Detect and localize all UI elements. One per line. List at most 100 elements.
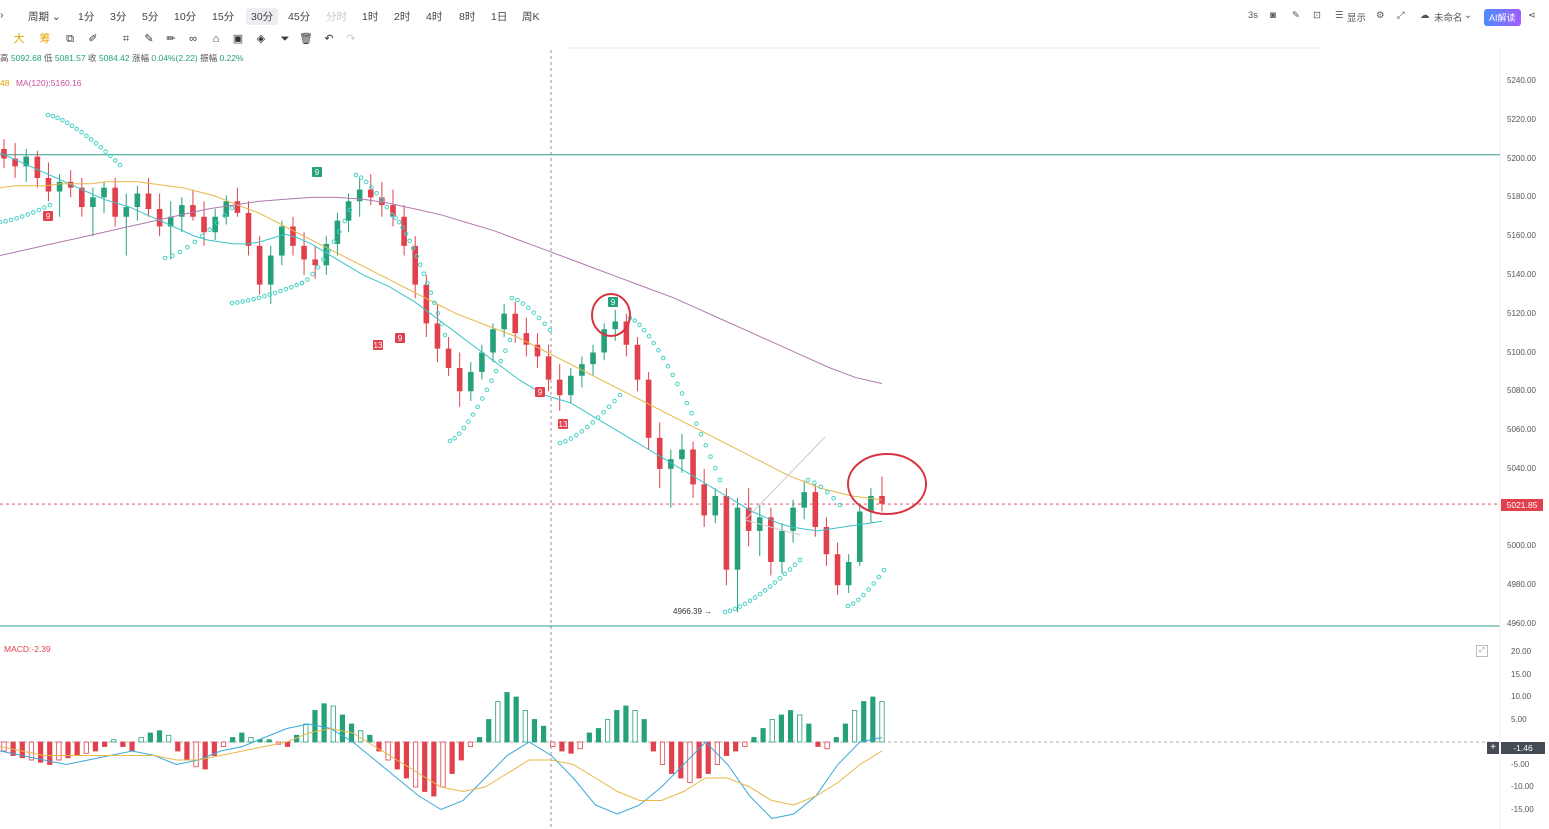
- candle: [56, 181, 63, 192]
- sar-dot: [547, 327, 553, 333]
- display-button[interactable]: 显示: [1347, 13, 1367, 24]
- macd-bar: [476, 737, 483, 743]
- lock-icon[interactable]: ⌂: [212, 33, 220, 45]
- plus-icon[interactable]: +: [1487, 742, 1499, 754]
- filter-icon[interactable]: ⏷: [280, 33, 290, 45]
- tag-icon[interactable]: ◈: [256, 33, 266, 45]
- chevron-down-icon[interactable]: ⌄: [49, 11, 61, 23]
- cloud-icon[interactable]: ☁: [1420, 10, 1430, 21]
- candle: [801, 492, 808, 508]
- chevron-down-icon[interactable]: ⌄: [1464, 10, 1472, 21]
- settings-icon[interactable]: ⚙: [1376, 10, 1385, 21]
- macd-bar: [504, 692, 510, 743]
- macd-bar: [696, 741, 702, 779]
- path-icon[interactable]: ∞: [189, 33, 197, 45]
- sar-dot: [632, 318, 638, 323]
- period-2h[interactable]: 2时: [394, 11, 411, 23]
- trash-icon[interactable]: 🗑: [299, 33, 313, 45]
- sar-dot: [389, 212, 395, 218]
- display-menu-icon[interactable]: ☰: [1335, 10, 1344, 21]
- macd-bar: [1, 741, 7, 752]
- sar-dot: [393, 215, 398, 221]
- candle: [301, 245, 307, 260]
- period-5m[interactable]: 5分: [142, 11, 159, 23]
- sar-dot: [675, 381, 680, 387]
- td-marker: [373, 340, 383, 350]
- sar-dot: [36, 207, 42, 213]
- macd-bar: [28, 741, 35, 761]
- chevron-left-icon[interactable]: ›: [0, 9, 4, 21]
- macd-bar: [614, 710, 620, 743]
- macd-bar: [348, 723, 355, 743]
- share-icon[interactable]: ⋖: [1528, 10, 1536, 21]
- bookmark-icon[interactable]: ⊡: [1313, 10, 1321, 21]
- price-tick-label: 5240.00: [1507, 76, 1536, 85]
- sar-dot: [229, 205, 235, 211]
- candle: [156, 208, 163, 227]
- macd-bar: [129, 741, 135, 752]
- sar-dot: [389, 212, 395, 218]
- candle: [501, 313, 507, 330]
- pen-icon[interactable]: ✎: [144, 33, 154, 45]
- candle: [23, 156, 30, 167]
- sar-dot: [470, 412, 476, 417]
- fullscreen-icon[interactable]: ⤢: [1397, 10, 1405, 21]
- candle: [123, 207, 130, 217]
- pencil-icon[interactable]: ✎: [1292, 10, 1300, 21]
- macd-bar: [559, 741, 565, 752]
- sar-dot: [881, 567, 887, 573]
- undo-icon[interactable]: ↶: [324, 33, 334, 45]
- brush-icon[interactable]: ✏: [166, 33, 176, 45]
- period-30m[interactable]: 30分: [246, 8, 279, 25]
- indicator-icon[interactable]: ⧉: [66, 33, 74, 45]
- candle: [756, 517, 763, 531]
- macd-bar: [394, 741, 400, 770]
- ai-interpret-button[interactable]: AI解读: [1484, 9, 1521, 26]
- period-1d[interactable]: 1日: [491, 11, 508, 23]
- crop-icon[interactable]: ⌗: [122, 33, 130, 45]
- expand-icon[interactable]: ⤢: [1476, 645, 1488, 657]
- layout-name[interactable]: 未命名: [1434, 13, 1463, 24]
- sar-dot: [403, 231, 409, 237]
- ma120-value: MA(120):5160.16: [15, 78, 82, 88]
- ma-fast-line: [0, 152, 883, 532]
- chou-button[interactable]: 筹: [39, 33, 51, 45]
- magic-icon[interactable]: ✐: [88, 33, 98, 45]
- sar-dot: [69, 123, 75, 129]
- period-8h[interactable]: 8时: [459, 11, 476, 23]
- period-dropdown[interactable]: 周期 ⌄: [28, 11, 61, 23]
- price-tick-label: 5140.00: [1507, 269, 1536, 279]
- candle: [879, 496, 885, 504]
- da-button[interactable]: 大: [13, 33, 25, 45]
- macd-bar: [760, 728, 766, 743]
- period-15m[interactable]: 15分: [212, 11, 235, 23]
- macd-bar: [851, 710, 858, 743]
- period-4h[interactable]: 4时: [426, 11, 443, 23]
- candle: [45, 177, 52, 192]
- sar-dot: [363, 179, 369, 185]
- macd-tick-label: -10.00: [1511, 782, 1534, 791]
- period-1m[interactable]: 1分: [78, 11, 95, 23]
- sar-dot: [400, 225, 405, 230]
- td-marker: [43, 211, 53, 221]
- period-10m[interactable]: 10分: [174, 11, 197, 23]
- macd-bar: [102, 741, 108, 747]
- trend-line: [744, 436, 826, 521]
- macd-bar: [193, 741, 199, 768]
- amplitude-label: 振幅: [200, 53, 218, 63]
- sar-dot: [199, 233, 205, 239]
- note-icon[interactable]: ▣: [232, 33, 244, 45]
- camera-icon[interactable]: ◙: [1270, 10, 1276, 21]
- period-3m[interactable]: 3分: [110, 11, 127, 23]
- macd-bar: [330, 705, 336, 743]
- macd-bar: [714, 741, 720, 765]
- period-intraday[interactable]: 分时: [326, 11, 347, 23]
- period-1h[interactable]: 1时: [362, 11, 379, 23]
- refresh-interval[interactable]: 3s: [1248, 10, 1259, 21]
- redo-icon[interactable]: ↷: [346, 33, 356, 45]
- period-45m[interactable]: 45分: [288, 11, 311, 23]
- period-1w[interactable]: 周K: [522, 11, 540, 23]
- candle: [345, 201, 352, 221]
- sar-dot: [432, 300, 437, 306]
